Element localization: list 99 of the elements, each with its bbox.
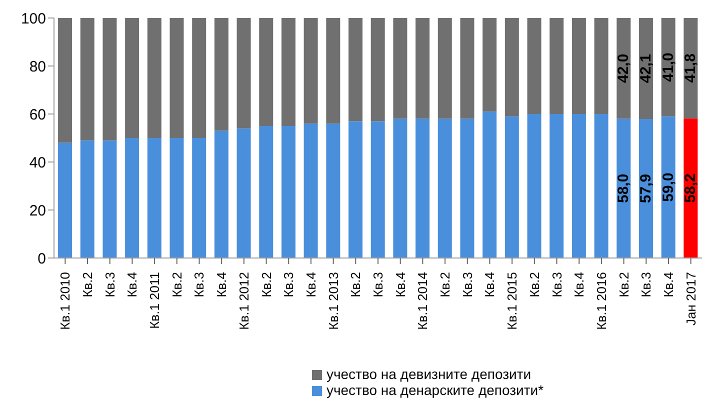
x-tick-label: Кв.3 [549,272,564,298]
bar [661,116,676,258]
bar [550,18,564,114]
x-tick-label: Кв.1 2015 [504,272,520,330]
x-tick-label: Кв.3 [192,272,207,298]
data-label: 42,1 [637,54,654,84]
x-tick-label: Кв.4 [392,272,408,298]
bar [572,18,586,114]
data-label: 59,0 [660,172,677,202]
bar [58,18,72,143]
x-tick-label: Кв.4 [660,272,676,298]
legend-label: учество на девизните депозити [326,366,532,382]
x-tick-label: Кв.4 [572,272,587,298]
y-tick-label: 0 [38,250,46,268]
bar [281,18,296,126]
y-tick-label: 40 [29,154,46,172]
bar [504,116,519,258]
bar [550,114,564,258]
bar [80,140,94,258]
bar [594,114,608,258]
data-label: 57,9 [637,174,654,204]
bar [192,138,206,258]
bar [482,18,497,112]
bar [170,138,184,258]
x-tick-label: Кв.3 [638,272,654,298]
bar [259,126,274,258]
x-tick-label: Кв.4 [214,272,230,298]
bar [684,118,698,258]
bar [80,18,94,140]
bar [326,124,340,258]
bar [58,142,72,258]
bar [326,18,340,124]
bar [281,126,296,258]
data-label: 42,0 [615,54,632,83]
data-label: 41,8 [682,54,700,83]
bar [460,118,474,258]
y-tick-label: 80 [29,58,46,76]
bar [348,121,363,258]
x-tick-label: Кв.2 [169,272,184,298]
y-tick-label: 20 [29,202,46,220]
x-tick-label: Кв.4 [303,272,318,298]
x-tick-label: Кв.2 [80,272,96,298]
x-tick-label: Кв.1 2012 [236,272,252,330]
bar [572,114,586,258]
x-tick-label: Јан 2017 [683,272,698,326]
bar [370,18,385,122]
x-tick-label: Кв.3 [102,272,118,298]
data-label: 41,0 [660,52,677,82]
bar [125,18,140,138]
x-tick-label: Кв.2 [258,272,274,298]
bar [616,118,631,258]
bar [416,18,430,119]
bar [348,18,363,122]
x-tick-label: Кв.2 [438,272,453,298]
bar [594,18,608,114]
x-tick-label: Кв.1 2010 [58,272,73,330]
bar [393,18,408,119]
bar [102,18,117,140]
bar [438,118,452,258]
bar [393,118,408,258]
bar [125,138,140,258]
bar [259,18,274,126]
x-tick-label: Кв.3 [460,272,475,298]
bar [527,18,542,114]
bar [482,112,497,258]
x-tick-label: Кв.1 2016 [594,272,609,330]
data-label: 58,0 [615,174,632,203]
x-tick-label: Кв.2 [616,272,632,298]
x-tick-label: Кв.2 [348,272,364,298]
x-tick-label: Кв.1 2013 [326,272,341,330]
bar [416,118,430,258]
x-tick-label: Кв.3 [281,272,296,298]
bar [527,114,542,258]
y-tick-label: 60 [29,106,46,124]
bar [147,138,162,258]
bar [147,18,162,138]
data-label: 58,2 [682,174,700,203]
y-tick-label: 100 [20,10,46,28]
bar [304,18,318,124]
x-tick-label: Кв.1 2014 [415,272,430,330]
bar [370,121,385,258]
legend-label: учество на денарските депозити* [326,382,544,398]
bar [438,18,452,119]
x-tick-label: Кв.3 [370,272,386,298]
bar [214,130,228,258]
x-tick-label: Кв.1 2011 [147,272,162,329]
bar [102,140,117,258]
bar [236,128,251,258]
x-tick-label: Кв.4 [124,272,140,298]
bar [304,124,318,258]
x-tick-label: Кв.2 [526,272,542,298]
x-tick-label: Кв.4 [482,272,498,298]
bar [214,18,228,131]
bar [192,18,206,138]
bar [504,18,519,116]
bar [236,18,251,128]
bar [170,18,184,138]
bar [460,18,474,119]
bar [638,119,653,258]
